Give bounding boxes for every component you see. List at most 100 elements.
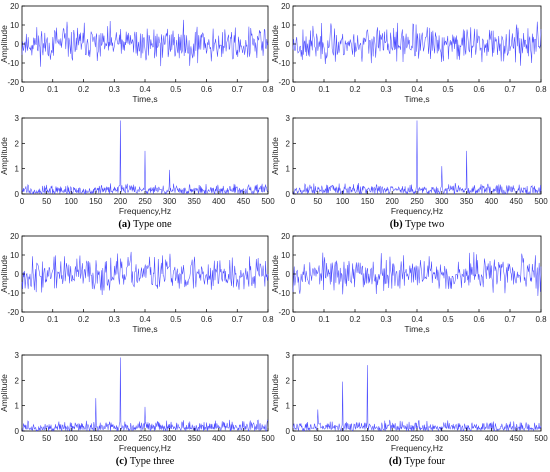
panel-d_freq: 0 50 100 150 200 250 300 350 400 450 500 0 1 2 3 Freque… xyxy=(270,351,548,453)
y-tick-label: 0 xyxy=(286,190,291,199)
caption-letter: (c) xyxy=(116,456,128,467)
x-tick-label: 0 xyxy=(20,315,25,324)
x-tick-label: 0.6 xyxy=(473,85,485,94)
x-axis-label: Frequency,Hz xyxy=(391,443,443,453)
x-axis-label: Time,s xyxy=(404,324,429,334)
caption-letter: (b) xyxy=(390,219,403,230)
y-tick-label: 20 xyxy=(281,2,290,11)
caption-letter: (a) xyxy=(118,219,131,230)
x-tick-label: 450 xyxy=(237,434,251,443)
x-tick-label: 200 xyxy=(386,434,400,443)
y-tick-label: 2 xyxy=(15,139,20,148)
plot-area xyxy=(21,354,269,432)
x-tick-label: 200 xyxy=(114,434,128,443)
x-tick-label: 0 xyxy=(291,197,296,206)
y-tick-label: 20 xyxy=(10,2,19,11)
y-tick-label: -20 xyxy=(278,308,290,317)
x-tick-label: 450 xyxy=(510,434,524,443)
x-tick-label: 0.3 xyxy=(109,315,121,324)
y-axis-label: Amplitude xyxy=(270,374,280,412)
y-tick-label: 10 xyxy=(10,21,19,30)
y-tick-label: 3 xyxy=(286,114,291,123)
caption-4: (d) Type four xyxy=(389,456,446,467)
y-tick-label: 10 xyxy=(281,21,290,30)
y-tick-label: 1 xyxy=(286,165,291,174)
panel-b_time: 0 0.1 0.2 0.3 0.4 0.5 0.6 0.7 0.8 -20 -10 0 10 20 Time… xyxy=(270,2,547,104)
series-line xyxy=(21,19,269,67)
caption-2: (b) Type two xyxy=(390,219,445,230)
y-tick-label: -20 xyxy=(7,308,19,317)
x-tick-label: 0.5 xyxy=(442,315,454,324)
x-tick-label: 0 xyxy=(20,85,25,94)
x-tick-label: 0.6 xyxy=(201,315,213,324)
y-axis-label: Amplitude xyxy=(0,25,9,63)
x-tick-label: 300 xyxy=(163,434,177,443)
x-tick-label: 0.5 xyxy=(170,85,182,94)
x-tick-label: 500 xyxy=(534,434,548,443)
x-tick-label: 350 xyxy=(188,197,202,206)
x-tick-label: 300 xyxy=(435,197,449,206)
y-axis-label: Amplitude xyxy=(0,374,9,412)
y-tick-label: 1 xyxy=(286,402,291,411)
x-tick-label: 400 xyxy=(212,197,226,206)
y-tick-label: 0 xyxy=(286,270,291,279)
y-tick-label: 3 xyxy=(286,351,291,360)
y-tick-label: 2 xyxy=(286,376,291,385)
series-line xyxy=(21,251,269,296)
y-tick-label: -20 xyxy=(278,78,290,87)
x-tick-label: 0.3 xyxy=(109,85,121,94)
x-tick-label: 0.5 xyxy=(442,85,454,94)
panel-c_time: 0 0.1 0.2 0.3 0.4 0.5 0.6 0.7 0.8 -20 -10 0 10 20 Time… xyxy=(0,232,274,334)
x-tick-label: 300 xyxy=(163,197,177,206)
series-line xyxy=(21,357,269,432)
x-tick-label: 0.8 xyxy=(262,85,274,94)
x-tick-label: 0.4 xyxy=(139,85,151,94)
y-tick-label: 0 xyxy=(286,427,291,436)
y-tick-label: 20 xyxy=(10,232,19,241)
x-tick-label: 450 xyxy=(510,197,524,206)
x-tick-label: 300 xyxy=(435,434,449,443)
plot-area xyxy=(292,354,542,432)
y-tick-label: -10 xyxy=(7,59,19,68)
x-tick-label: 0.4 xyxy=(139,315,151,324)
y-tick-label: 10 xyxy=(10,251,19,260)
y-axis-label: Amplitude xyxy=(0,255,9,293)
x-tick-label: 350 xyxy=(460,434,474,443)
x-axis-label: Frequency,Hz xyxy=(391,206,443,216)
x-tick-label: 0.1 xyxy=(47,315,59,324)
x-axis-label: Time,s xyxy=(132,324,157,334)
x-tick-label: 0.3 xyxy=(380,315,392,324)
x-tick-label: 0.8 xyxy=(535,315,547,324)
x-tick-label: 250 xyxy=(410,434,424,443)
y-tick-label: 0 xyxy=(286,40,291,49)
x-tick-label: 400 xyxy=(212,434,226,443)
caption-text: Type three xyxy=(127,456,174,467)
x-tick-label: 0 xyxy=(291,85,296,94)
x-tick-label: 400 xyxy=(485,197,499,206)
x-axis-label: Time,s xyxy=(132,94,157,104)
x-tick-label: 150 xyxy=(89,434,103,443)
y-axis-label: Amplitude xyxy=(0,137,9,175)
x-tick-label: 0.2 xyxy=(78,85,90,94)
x-tick-label: 0 xyxy=(20,197,25,206)
x-tick-label: 250 xyxy=(138,197,152,206)
x-tick-label: 0.7 xyxy=(504,85,516,94)
plot-area xyxy=(21,235,269,313)
x-tick-label: 0.1 xyxy=(318,85,330,94)
x-tick-label: 0.4 xyxy=(411,85,423,94)
x-tick-label: 500 xyxy=(261,197,275,206)
x-tick-label: 0.6 xyxy=(201,85,213,94)
x-tick-label: 0.7 xyxy=(504,315,516,324)
x-tick-label: 0 xyxy=(291,434,296,443)
y-tick-label: 1 xyxy=(15,165,20,174)
x-axis-label: Frequency,Hz xyxy=(119,443,171,453)
x-tick-label: 0.7 xyxy=(232,315,244,324)
y-axis-label: Amplitude xyxy=(270,25,280,63)
x-tick-label: 0.2 xyxy=(349,315,361,324)
x-tick-label: 0 xyxy=(20,434,25,443)
caption-text: Type four xyxy=(402,456,446,467)
x-tick-label: 50 xyxy=(313,434,322,443)
x-tick-label: 0.2 xyxy=(349,85,361,94)
x-tick-label: 250 xyxy=(410,197,424,206)
